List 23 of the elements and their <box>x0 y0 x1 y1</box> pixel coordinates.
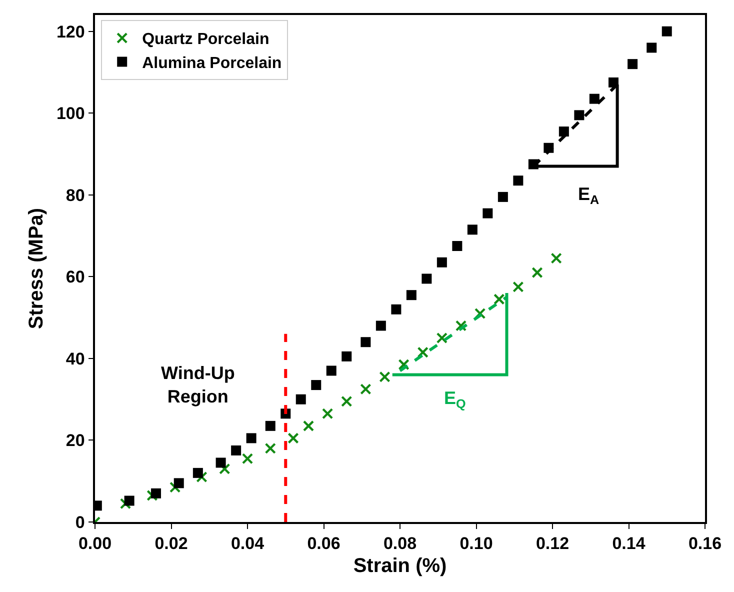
y-tick-label: 20 <box>66 431 85 450</box>
y-axis-title: Stress (MPa) <box>25 208 48 330</box>
y-tick-label: 40 <box>66 349 85 368</box>
x-tick-label: 0.04 <box>230 534 265 554</box>
x-tick-label: 0.14 <box>612 534 646 554</box>
x-axis-title: Strain (%) <box>353 555 447 578</box>
legend-label: Quartz Porcelain <box>142 31 270 48</box>
x-tick-label: 0.12 <box>536 534 570 554</box>
annotation: Wind-Up Region <box>161 363 235 406</box>
y-tick-label: 80 <box>66 186 85 205</box>
x-tick-label: 0.16 <box>688 534 722 554</box>
y-tick-label: 60 <box>66 268 85 287</box>
x-tick-label: 0.00 <box>78 534 112 554</box>
y-tick-label: 0 <box>75 512 85 532</box>
x-tick-label: 0.10 <box>460 534 493 554</box>
annotation: E$_{Q}$ <box>444 388 466 411</box>
y-tick-label: 100 <box>56 104 85 124</box>
annotation: E$_{A}$ <box>578 184 600 207</box>
legend-label: Alumina Porcelain <box>142 55 282 72</box>
x-tick-label: 0.02 <box>154 534 188 554</box>
x-tick-label: 0.08 <box>383 534 417 554</box>
y-tick-label: 120 <box>56 22 85 42</box>
x-tick-label: 0.06 <box>307 534 340 554</box>
